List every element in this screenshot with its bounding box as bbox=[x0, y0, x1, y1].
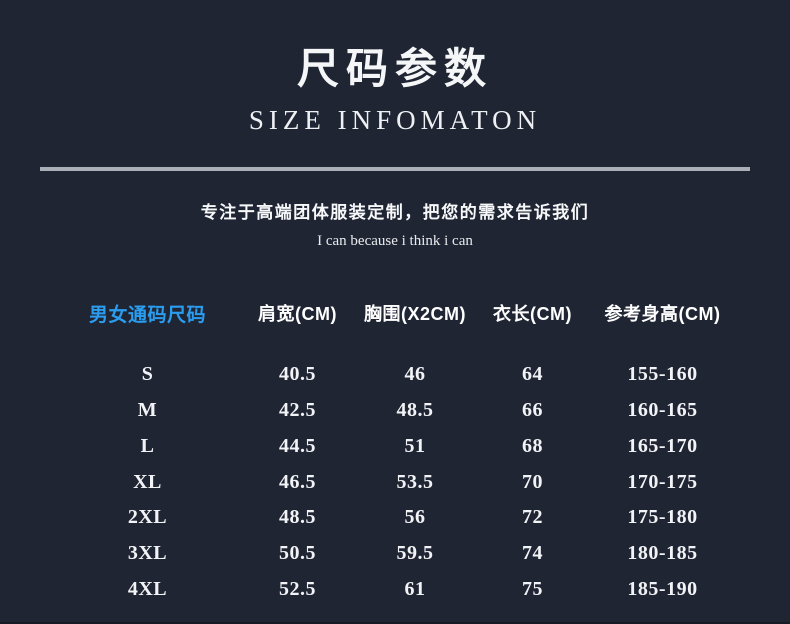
cell-length: 66 bbox=[522, 399, 543, 422]
cell-size: M bbox=[137, 399, 158, 422]
cell-shoulder: 48.5 bbox=[279, 506, 316, 529]
cell-size: 3XL bbox=[127, 541, 168, 564]
table-row: 3XL 50.5 59.5 74 180-185 bbox=[60, 536, 730, 572]
column-header: 参考身高(CM) bbox=[604, 304, 721, 325]
divider-line bbox=[40, 167, 750, 171]
cell-chest: 53.5 bbox=[396, 470, 434, 493]
cell-chest: 59.5 bbox=[396, 541, 434, 564]
cell-shoulder: 42.5 bbox=[279, 399, 316, 422]
cell-chest: 51 bbox=[404, 434, 426, 457]
tagline-main: 专注于高端团体服装定制，把您的需求告诉我们 bbox=[200, 203, 590, 222]
cell-shoulder: 40.5 bbox=[279, 363, 316, 386]
column-header-size: 男女通码尺码 bbox=[88, 304, 206, 326]
cell-chest: 48.5 bbox=[396, 399, 434, 422]
cell-shoulder: 44.5 bbox=[279, 434, 316, 457]
cell-size: XL bbox=[133, 470, 162, 493]
page-title: 尺码参数 bbox=[296, 44, 493, 93]
table-row: L 44.5 51 68 165-170 bbox=[60, 428, 730, 464]
cell-chest: 56 bbox=[404, 506, 426, 529]
cell-length: 72 bbox=[522, 506, 543, 529]
cell-length: 64 bbox=[522, 363, 543, 386]
cell-shoulder: 52.5 bbox=[279, 577, 316, 600]
cell-length: 68 bbox=[522, 434, 543, 457]
column-header: 衣长(CM) bbox=[493, 304, 572, 325]
size-table: 男女通码尺码 肩宽(CM) 胸围(X2CM) 衣长(CM) 参考身高(CM) S 40.5 4… bbox=[60, 295, 730, 607]
table-row: XL 46.5 53.5 70 170-175 bbox=[60, 464, 730, 500]
cell-height: 160-165 bbox=[627, 399, 698, 422]
cell-length: 75 bbox=[522, 577, 543, 600]
cell-height: 180-185 bbox=[627, 541, 698, 564]
page-header: 尺码参数 SIZE INFOMATON bbox=[0, 0, 790, 134]
cell-height: 165-170 bbox=[627, 434, 698, 457]
table-row: M 42.5 48.5 66 160-165 bbox=[60, 393, 730, 429]
cell-chest: 46 bbox=[404, 363, 426, 386]
cell-height: 175-180 bbox=[627, 506, 698, 529]
cell-size: S bbox=[141, 363, 154, 386]
column-header: 胸围(X2CM) bbox=[364, 304, 466, 325]
column-header: 肩宽(CM) bbox=[258, 304, 337, 325]
cell-length: 74 bbox=[522, 541, 543, 564]
table-row: S 40.5 46 64 155-160 bbox=[60, 357, 730, 393]
cell-height: 185-190 bbox=[627, 577, 698, 600]
cell-shoulder: 46.5 bbox=[279, 470, 316, 493]
cell-chest: 61 bbox=[404, 577, 426, 600]
table-header-row: 男女通码尺码 肩宽(CM) 胸围(X2CM) 衣长(CM) 参考身高(CM) bbox=[60, 295, 730, 331]
cell-size: 4XL bbox=[127, 577, 168, 600]
cell-shoulder: 50.5 bbox=[279, 541, 316, 564]
table-row: 4XL 52.5 61 75 185-190 bbox=[60, 571, 730, 607]
page-subtitle: SIZE INFOMATON bbox=[248, 105, 542, 135]
cell-size: 2XL bbox=[127, 506, 168, 529]
cell-length: 70 bbox=[522, 470, 543, 493]
cell-height: 170-175 bbox=[627, 470, 698, 493]
cell-size: L bbox=[140, 434, 155, 457]
tagline-sub: I can because i think i can bbox=[317, 233, 473, 250]
table-row: 2XL 48.5 56 72 175-180 bbox=[60, 500, 730, 536]
cell-height: 155-160 bbox=[627, 363, 698, 386]
